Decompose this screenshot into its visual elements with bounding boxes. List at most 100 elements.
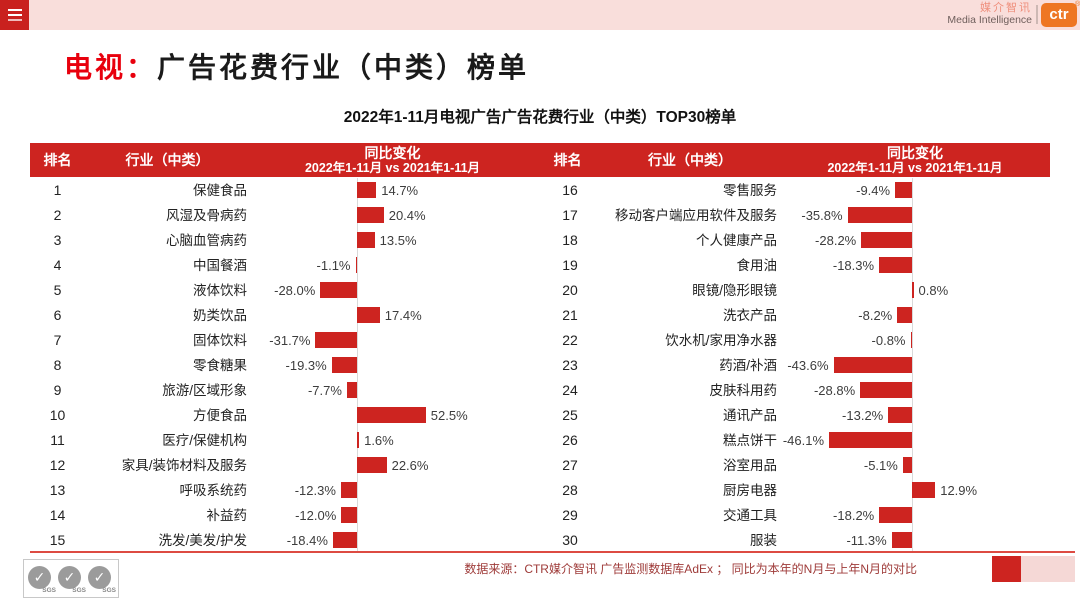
value-label: -28.2% bbox=[815, 233, 857, 248]
bar-cell: 20.4% bbox=[250, 203, 535, 228]
bar bbox=[891, 532, 912, 548]
bar-cell: -28.2% bbox=[780, 228, 1050, 253]
table-row: 17 移动客户端应用软件及服务 -35.8% bbox=[540, 203, 1050, 228]
industry-name: 糕点饼干 bbox=[723, 433, 777, 448]
brand-divider bbox=[1036, 5, 1038, 24]
bar bbox=[888, 407, 912, 423]
value-label: -0.8% bbox=[871, 333, 906, 348]
sgs-badge-icon: ✓ SGS bbox=[28, 565, 56, 594]
rank-value: 14 bbox=[49, 507, 66, 523]
bar-cell: -28.8% bbox=[780, 378, 1050, 403]
bar-cell: -1.1% bbox=[250, 253, 535, 278]
value-label: -12.3% bbox=[294, 483, 336, 498]
bar bbox=[847, 207, 912, 223]
rank-value: 5 bbox=[53, 282, 62, 298]
rank-value: 3 bbox=[53, 232, 62, 248]
value-label: -18.4% bbox=[286, 533, 328, 548]
header-industry: 行业（中类） bbox=[648, 151, 732, 168]
bar-cell: -12.0% bbox=[250, 503, 535, 528]
bar-cell: -18.3% bbox=[780, 253, 1050, 278]
bar bbox=[912, 282, 914, 298]
bar bbox=[357, 232, 375, 248]
bar bbox=[315, 332, 357, 348]
table-row: 1 保健食品 14.7% bbox=[30, 178, 535, 203]
chart-subtitle: 2022年1-11月电视广告广告花费行业（中类）TOP30榜单 bbox=[343, 109, 737, 126]
industry-name: 饮水机/家用净水器 bbox=[665, 333, 777, 348]
bar-cell: -35.8% bbox=[780, 203, 1050, 228]
bar-cell: -12.3% bbox=[250, 478, 535, 503]
industry-name: 零食糖果 bbox=[193, 358, 247, 373]
value-label: -18.2% bbox=[833, 508, 875, 523]
value-label: -1.1% bbox=[316, 258, 351, 273]
table-row: 27 浴室用品 -5.1% bbox=[540, 453, 1050, 478]
value-label: -35.8% bbox=[801, 208, 843, 223]
sgs-badge-icon: ✓ SGS bbox=[58, 565, 86, 594]
header-change-line2: 2022年1-11月 vs 2021年1-11月 bbox=[304, 160, 481, 175]
table-row: 28 厨房电器 12.9% bbox=[540, 478, 1050, 503]
industry-name: 家具/装饰材料及服务 bbox=[121, 458, 247, 473]
bar bbox=[357, 307, 380, 323]
bar-cell: -19.3% bbox=[250, 353, 535, 378]
table-row: 20 眼镜/隐形眼镜 0.8% bbox=[540, 278, 1050, 303]
rank-value: 22 bbox=[562, 332, 578, 348]
table-row: 7 固体饮料 -31.7% bbox=[30, 328, 535, 353]
rank-value: 9 bbox=[53, 382, 62, 398]
table-row: 9 旅游/区域形象 -7.7% bbox=[30, 378, 535, 403]
bar-cell: 52.5% bbox=[250, 403, 535, 428]
industry-name: 眼镜/隐形眼镜 bbox=[692, 283, 777, 298]
registered-trademark-icon: ® bbox=[1075, 1, 1080, 8]
table-row: 4 中国餐酒 -1.1% bbox=[30, 253, 535, 278]
bar bbox=[897, 307, 912, 323]
ranking-table-right: 16 零售服务 -9.4% 17 移动客户端应用软件及服务 -35.8% 18 个人健康产品 -… bbox=[540, 178, 1050, 553]
footer-red-block bbox=[992, 556, 1021, 582]
value-label: 17.4% bbox=[384, 308, 422, 323]
industry-name: 补益药 bbox=[206, 508, 248, 523]
bar bbox=[357, 407, 426, 423]
bar-cell: 13.5% bbox=[250, 228, 535, 253]
bar-cell: 22.6% bbox=[250, 453, 535, 478]
bar-cell: -8.2% bbox=[780, 303, 1050, 328]
rank-value: 4 bbox=[53, 257, 62, 273]
rank-value: 27 bbox=[562, 457, 578, 473]
rank-value: 7 bbox=[53, 332, 62, 348]
industry-name: 个人健康产品 bbox=[696, 233, 777, 248]
table-row: 5 液体饮料 -28.0% bbox=[30, 278, 535, 303]
bar bbox=[355, 257, 357, 273]
header-industry: 行业（中类） bbox=[125, 151, 210, 168]
table-row: 26 糕点饼干 -46.1% bbox=[540, 428, 1050, 453]
table-row: 3 心脑血管病药 13.5% bbox=[30, 228, 535, 253]
industry-name: 药酒/补酒 bbox=[719, 358, 777, 373]
table-row: 23 药酒/补酒 -43.6% bbox=[540, 353, 1050, 378]
table-row: 30 服装 -11.3% bbox=[540, 528, 1050, 553]
bar-cell: 17.4% bbox=[250, 303, 535, 328]
bar bbox=[357, 182, 377, 198]
industry-name: 食用油 bbox=[736, 258, 778, 273]
table-row: 16 零售服务 -9.4% bbox=[540, 178, 1050, 203]
hamburger-menu-icon[interactable] bbox=[0, 0, 29, 30]
bar-cell: 12.9% bbox=[780, 478, 1050, 503]
value-label: -12.0% bbox=[295, 508, 337, 523]
table-row: 24 皮肤科用药 -28.8% bbox=[540, 378, 1050, 403]
sgs-certification-logos: ✓ SGS ✓ SGS ✓ SGS bbox=[23, 559, 119, 598]
sgs-badge-icon: ✓ SGS bbox=[88, 565, 116, 594]
bar-cell: 1.6% bbox=[250, 428, 535, 453]
table-row: 19 食用油 -18.3% bbox=[540, 253, 1050, 278]
industry-name: 厨房电器 bbox=[723, 483, 777, 498]
bar bbox=[910, 332, 912, 348]
bar-cell: 14.7% bbox=[250, 178, 535, 203]
value-label: -19.3% bbox=[285, 358, 327, 373]
table-row: 15 洗发/美发/护发 -18.4% bbox=[30, 528, 535, 553]
value-label: -9.4% bbox=[856, 183, 891, 198]
data-source-note: 数据来源：CTR媒介智讯 广告监测数据库AdEx ； 同比为本年的N月与上年N月… bbox=[464, 562, 917, 576]
industry-name: 服装 bbox=[750, 533, 777, 548]
value-label: 14.7% bbox=[381, 183, 419, 198]
rank-value: 28 bbox=[562, 482, 578, 498]
bar bbox=[357, 457, 387, 473]
table-row: 11 医疗/保健机构 1.6% bbox=[30, 428, 535, 453]
rank-value: 24 bbox=[562, 382, 578, 398]
bar-cell: -18.2% bbox=[780, 503, 1050, 528]
industry-name: 洗发/美发/护发 bbox=[158, 533, 247, 548]
industry-name: 呼吸系统药 bbox=[179, 483, 248, 498]
table-header-right: 排名 行业（中类） 同比变化 2022年1-11月 vs 2021年1-11月 bbox=[535, 143, 1050, 177]
bar bbox=[833, 357, 912, 373]
